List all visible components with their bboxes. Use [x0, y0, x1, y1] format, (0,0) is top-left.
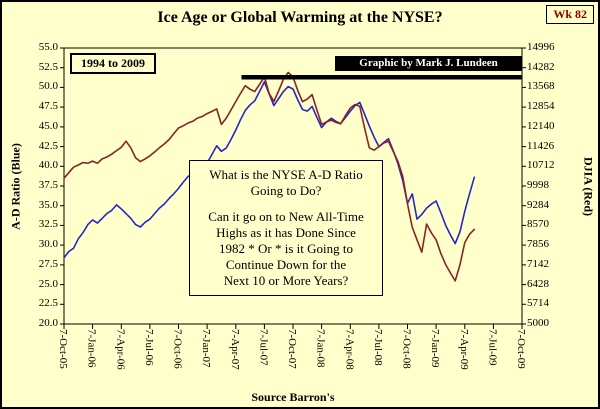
annotation-line: Going to Do? — [250, 183, 322, 198]
y-axis-left-tick-label: 40.0 — [38, 159, 58, 172]
y-axis-right-tick-label: 13568 — [527, 80, 555, 93]
annotation-line: Can it go on to New All-Time — [208, 209, 364, 224]
x-axis-tick-label: 7-Oct-09 — [515, 329, 527, 369]
y-axis-left-tick-label: 50.0 — [38, 80, 58, 93]
y-axis-right-tick-label: 14996 — [527, 41, 555, 53]
x-axis-tick-label: 7-Oct-07 — [286, 329, 298, 369]
x-axis-tick-label: 7-Oct-08 — [400, 329, 413, 369]
y-axis-left-tick-label: 25.0 — [38, 277, 58, 290]
x-axis-title: Source Barron's — [251, 390, 335, 404]
x-axis-tick-label: 7-Apr-08 — [343, 329, 356, 370]
y-axis-left-tick-label: 37.5 — [38, 179, 58, 191]
annotation-line: Highs as it has Done Since — [216, 225, 356, 240]
x-axis-tick-label: 7-Jan-09 — [429, 329, 442, 368]
week-badge: Wk 82 — [546, 5, 594, 24]
annotation-line: Next 10 or More Years? — [223, 273, 349, 288]
credit-box: Graphic by Mark J. Lundeen — [335, 56, 522, 71]
annotation-box: What is the NYSE A-D Ratio Going to Do? Ca… — [189, 160, 383, 296]
x-axis-tick-label: 7-Apr-09 — [457, 329, 470, 370]
y-axis-left-tick-label: 20.0 — [38, 317, 58, 329]
y-axis-left-tick-label: 27.5 — [38, 257, 58, 270]
y-axis-right-tick-label: 12854 — [527, 100, 555, 113]
y-axis-right-tick-label: 9998 — [527, 179, 549, 191]
y-axis-right-tick-label: 9284 — [527, 198, 549, 211]
x-axis-tick-label: 7-Jan-08 — [314, 329, 327, 368]
annotation-line: Continue Down for the — [225, 257, 347, 272]
y-axis-right-tick-label: 5000 — [527, 317, 549, 329]
y-axis-right-tick-label: 14282 — [527, 60, 555, 73]
x-axis-tick-label: 7-Jan-07 — [200, 329, 213, 368]
y-axis-left-tick-label: 30.0 — [38, 238, 58, 251]
x-axis-tick-label: 7-Apr-06 — [114, 329, 127, 370]
x-axis-tick-label: 7-Oct-06 — [171, 329, 184, 369]
annotation-line — [193, 199, 379, 209]
y-axis-right-tick-label: 7856 — [527, 238, 549, 251]
y-axis-left-tick-label: 22.5 — [38, 297, 58, 310]
date-range-box: 1994 to 2009 — [70, 53, 156, 74]
y-axis-right-tick-label: 8570 — [527, 218, 549, 231]
x-axis-tick-label: 7-Jul-09 — [486, 329, 499, 366]
y-axis-left-tick-label: 42.5 — [38, 139, 58, 152]
y-axis-left-tick-label: 52.5 — [38, 60, 58, 73]
x-axis-tick-label: 7-Jul-07 — [257, 329, 270, 366]
page-title: Ice Age or Global Warming at the NYSE? — [157, 9, 443, 26]
y-axis-left-tick-label: 55.0 — [38, 41, 58, 53]
y-axis-right-tick-label: 11426 — [527, 139, 555, 152]
y-axis-right-tick-label: 5714 — [527, 297, 549, 310]
y-axis-right-tick-label: 12140 — [527, 119, 555, 132]
x-axis-tick-label: 7-Jul-06 — [142, 329, 155, 366]
y-axis-right-tick-label: 6428 — [527, 277, 549, 290]
y-axis-left-tick-label: 35.0 — [38, 198, 58, 211]
annotation-line: What is the NYSE A-D Ratio — [209, 167, 363, 182]
y-axis-left-tick-label: 45.0 — [38, 119, 58, 132]
x-axis-tick-label: 7-Apr-07 — [228, 329, 241, 370]
x-axis-tick-label: 7-Jul-08 — [371, 329, 384, 366]
x-axis-tick-label: 7-Jan-06 — [85, 329, 98, 368]
x-axis-tick-label: 7-Oct-05 — [57, 329, 69, 369]
y-axis-left-tick-label: 32.5 — [38, 218, 58, 231]
y-axis-right-tick-label: 10712 — [527, 159, 555, 172]
annotation-line: 1982 * Or * is it Going to — [219, 241, 353, 256]
y-axis-right-tick-label: 7142 — [527, 257, 549, 270]
y-axis-left-tick-label: 47.5 — [38, 100, 58, 113]
